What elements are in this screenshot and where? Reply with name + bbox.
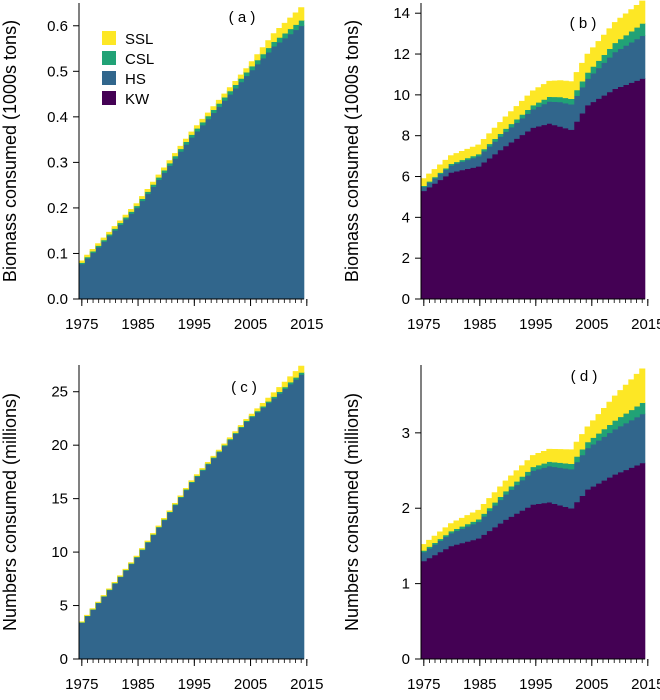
- area-ssl-panel-a: [78, 7, 305, 263]
- x-tick-label: 1985: [463, 316, 496, 333]
- x-tick-label: 1975: [407, 676, 440, 693]
- x-tick-label: 1995: [178, 676, 211, 693]
- y-tick-label: 0.2: [47, 200, 68, 217]
- y-tick-label: 0: [402, 291, 410, 308]
- area-hs-panel-c: [78, 374, 305, 660]
- panel-label: ( a ): [229, 9, 256, 26]
- panel-c: 1975 1985 1995 2005 2015 0 5 10 15 20 25 Numbers co…: [0, 365, 324, 693]
- x-tick-label: 1995: [178, 316, 211, 333]
- panel-d: 1975 1985 1995 2005 2015 0 1 2 3 Numbers consumed…: [342, 365, 660, 693]
- legend-swatch-kw: [102, 91, 116, 105]
- y-tick-label: 25: [51, 384, 68, 401]
- y-tick-label: 10: [51, 544, 68, 561]
- x-tick-label: 2015: [631, 316, 660, 333]
- y-tick-label: 0.6: [47, 18, 68, 35]
- legend-label-kw: KW: [125, 91, 150, 108]
- x-tick-label: 1985: [463, 676, 496, 693]
- y-tick-label: 1: [402, 576, 410, 593]
- y-axis-title: Numbers consumed (millions): [0, 393, 20, 631]
- y-tick-label: 20: [51, 437, 68, 454]
- y-axis-title: Biomass consumed (1000s tons): [0, 20, 20, 282]
- panel-a: 1975 1985 1995 2005 2015 0.0 0.1 0.2 0.3 0.4 0.5 0.…: [0, 3, 324, 333]
- panel-label: ( c ): [231, 379, 257, 396]
- y-tick-label: 12: [393, 46, 410, 63]
- x-tick-label: 2015: [290, 676, 323, 693]
- x-tick-label: 1975: [407, 316, 440, 333]
- y-tick-label: 0.4: [47, 109, 68, 126]
- y-tick-label: 10: [393, 87, 410, 104]
- legend-label-ssl: SSL: [125, 31, 153, 48]
- y-tick-label: 14: [393, 5, 410, 22]
- x-tick-label: 1975: [65, 316, 98, 333]
- legend-swatch-ssl: [102, 31, 116, 45]
- y-tick-label: 8: [402, 128, 410, 145]
- y-tick-label: 0.5: [47, 63, 68, 80]
- panel-label: ( d ): [571, 368, 598, 385]
- x-tick-label: 2005: [234, 316, 267, 333]
- panel-label: ( b ): [570, 15, 597, 32]
- y-tick-label: 0: [60, 651, 68, 668]
- x-tick-label: 1995: [519, 316, 552, 333]
- y-tick-label: 15: [51, 491, 68, 508]
- y-tick-label: 0: [402, 651, 410, 668]
- x-tick-label: 2015: [631, 676, 660, 693]
- y-tick-label: 0.3: [47, 154, 68, 171]
- x-tick-label: 1995: [519, 676, 552, 693]
- legend-swatch-csl: [102, 51, 116, 65]
- y-axis-title: Biomass consumed (1000s tons): [342, 20, 362, 282]
- y-tick-label: 4: [402, 209, 410, 226]
- legend-label-hs: HS: [125, 71, 146, 88]
- panel-b: 1975 1985 1995 2005 2015 0 2 4 6 8 10 12 14 Biomass c…: [342, 0, 660, 333]
- y-tick-label: 2: [402, 500, 410, 517]
- x-tick-label: 1985: [121, 676, 154, 693]
- y-tick-label: 2: [402, 250, 410, 267]
- x-tick-label: 1975: [65, 676, 98, 693]
- x-tick-label: 2005: [575, 676, 608, 693]
- y-tick-label: 3: [402, 425, 410, 442]
- x-tick-label: 2005: [575, 316, 608, 333]
- x-tick-label: 2015: [290, 316, 323, 333]
- legend-label-csl: CSL: [125, 51, 154, 68]
- y-axis-title: Numbers consumed (millions): [342, 393, 362, 631]
- legend-swatch-hs: [102, 71, 116, 85]
- legend: SSL CSL HS KW: [102, 31, 154, 108]
- y-tick-label: 6: [402, 169, 410, 186]
- x-tick-label: 2005: [234, 676, 267, 693]
- x-tick-label: 1985: [121, 316, 154, 333]
- y-tick-label: 0.1: [47, 245, 68, 262]
- area-hs-panel-a: [78, 25, 305, 300]
- area-ssl-panel-b: [420, 0, 646, 186]
- area-ssl-panel-c: [78, 365, 305, 623]
- y-tick-label: 5: [60, 598, 68, 615]
- area-ssl-panel-d: [420, 368, 646, 551]
- y-tick-label: 0.0: [47, 291, 68, 308]
